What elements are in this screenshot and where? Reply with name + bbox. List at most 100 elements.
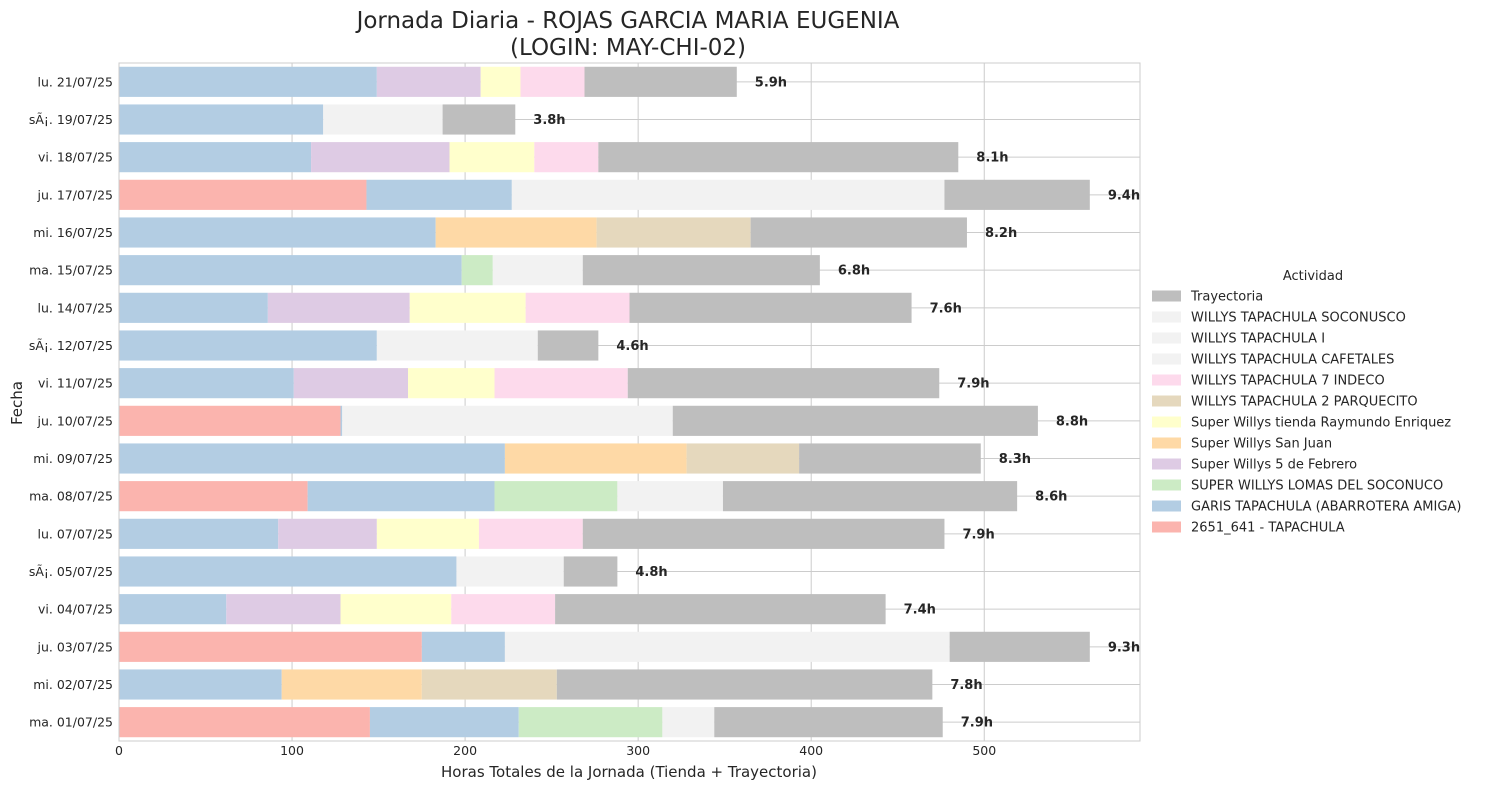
legend-swatch [1152, 521, 1181, 533]
total-label: 8.1h [976, 151, 1008, 166]
x-tick-label: 400 [799, 743, 823, 758]
bar-segment [119, 142, 312, 173]
total-label: 8.2h [985, 226, 1017, 241]
legend-title: Actividad [1283, 269, 1343, 284]
bar-segment [629, 292, 912, 323]
bar-segment [342, 405, 673, 436]
bar-segment [119, 405, 341, 436]
bar-segment [504, 443, 687, 474]
legend-swatch [1152, 290, 1181, 302]
total-label: 4.8h [635, 565, 667, 580]
bar-segment [119, 707, 370, 738]
total-label: 7.9h [962, 527, 994, 542]
bar-segment [555, 594, 886, 625]
bar-segment [480, 66, 521, 97]
bar-segment [119, 631, 422, 662]
bar-segment [407, 368, 495, 399]
bar-segment [511, 179, 945, 210]
legend-label: WILLYS TAPACHULA 7 INDECO [1191, 374, 1385, 389]
bar-segment [504, 631, 950, 662]
bar-segment [369, 707, 519, 738]
bar-segment [750, 217, 967, 248]
legend-swatch [1152, 395, 1181, 407]
y-tick-label: vi. 11/07/25 [38, 376, 113, 391]
y-tick-label: ma. 08/07/25 [29, 489, 113, 504]
legend-swatch [1152, 479, 1181, 491]
bar-segment [456, 556, 564, 587]
bar-segment [409, 292, 526, 323]
total-label: 7.8h [950, 678, 982, 693]
y-tick-label: lu. 07/07/25 [38, 526, 113, 541]
bar-segment [662, 707, 715, 738]
bar-segment [376, 330, 538, 361]
legend-label: Trayectoria [1190, 290, 1263, 305]
bar-segment [119, 481, 308, 512]
bar-segment [119, 556, 457, 587]
x-tick-label: 300 [626, 743, 650, 758]
total-labels: 5.9h 3.8h 8.1h 9.4h 8.2h 6.8h 7.6h 4.6h 7.9h 8.8h… [533, 75, 1140, 730]
legend-label: 2651_641 - TAPACHULA [1191, 521, 1345, 536]
bar-segment [461, 255, 493, 286]
total-label: 9.4h [1108, 188, 1140, 203]
bar-segment [119, 669, 282, 700]
bar-segment [563, 556, 618, 587]
y-tick-label: ju. 10/07/25 [37, 413, 113, 428]
bar-segment [119, 217, 436, 248]
total-label: 8.6h [1035, 490, 1067, 505]
bar-segment [525, 292, 630, 323]
y-tick-label: lu. 21/07/25 [38, 74, 113, 89]
bar-segment [442, 104, 516, 135]
bar-segment [293, 368, 408, 399]
chart-title-line-2: (LOGIN: MAY-CHI-02) [510, 35, 746, 61]
bar-segment [949, 631, 1090, 662]
total-label: 9.3h [1108, 640, 1140, 655]
bar-segment [119, 518, 279, 549]
plot-frame [118, 62, 1141, 742]
x-tick-label: 500 [972, 743, 996, 758]
bar-segment [119, 179, 367, 210]
y-tick-label: vi. 18/07/25 [38, 150, 113, 165]
chart-title-line-1: Jornada Diaria - ROJAS GARCIA MARIA EUGE… [355, 8, 900, 34]
y-tick-label: ma. 15/07/25 [29, 263, 113, 278]
bar-segment [518, 707, 663, 738]
bar-segment [596, 217, 751, 248]
legend-label: Super Willys tienda Raymundo Enriquez [1191, 416, 1451, 431]
bar-segment [944, 179, 1090, 210]
total-label: 4.6h [616, 339, 648, 354]
bar-segment [534, 142, 599, 173]
y-tick-label: mi. 09/07/25 [33, 451, 113, 466]
bar-segment [421, 669, 557, 700]
total-label: 7.6h [930, 301, 962, 316]
total-label: 3.8h [533, 113, 565, 128]
legend-swatch [1152, 311, 1181, 323]
legend-label: WILLYS TAPACHULA SOCONUSCO [1191, 311, 1406, 326]
bar-segment [451, 594, 556, 625]
total-label: 7.4h [904, 603, 936, 618]
y-tick-label: ma. 01/07/25 [29, 715, 113, 730]
bar-segment [307, 481, 495, 512]
bar-segment [584, 66, 737, 97]
bar-segment [799, 443, 981, 474]
bar-segment [617, 481, 723, 512]
x-tick-labels: 0 100 200 300 400 500 [115, 743, 996, 758]
total-label: 8.8h [1056, 414, 1088, 429]
bar-segment [421, 631, 505, 662]
bar-segment [119, 104, 324, 135]
total-label: 6.8h [838, 264, 870, 279]
legend-label: WILLYS TAPACHULA 2 PARQUECITO [1191, 395, 1418, 410]
legend-label: Super Willys San Juan [1191, 437, 1332, 452]
bar-segment [119, 292, 268, 323]
legend-swatch [1152, 458, 1181, 470]
bar-segment [119, 66, 377, 97]
x-tick-label: 200 [453, 743, 477, 758]
y-tick-label: sÃ¡. 12/07/25 [29, 338, 113, 353]
bar-segment [323, 104, 443, 135]
bar-segment [281, 669, 422, 700]
y-tick-label: vi. 04/07/25 [38, 602, 113, 617]
bar-segment [556, 669, 933, 700]
legend-label: WILLYS TAPACHULA CAFETALES [1191, 353, 1394, 368]
total-label: 5.9h [755, 75, 787, 90]
bar-segment [226, 594, 341, 625]
bar-segment [435, 217, 597, 248]
